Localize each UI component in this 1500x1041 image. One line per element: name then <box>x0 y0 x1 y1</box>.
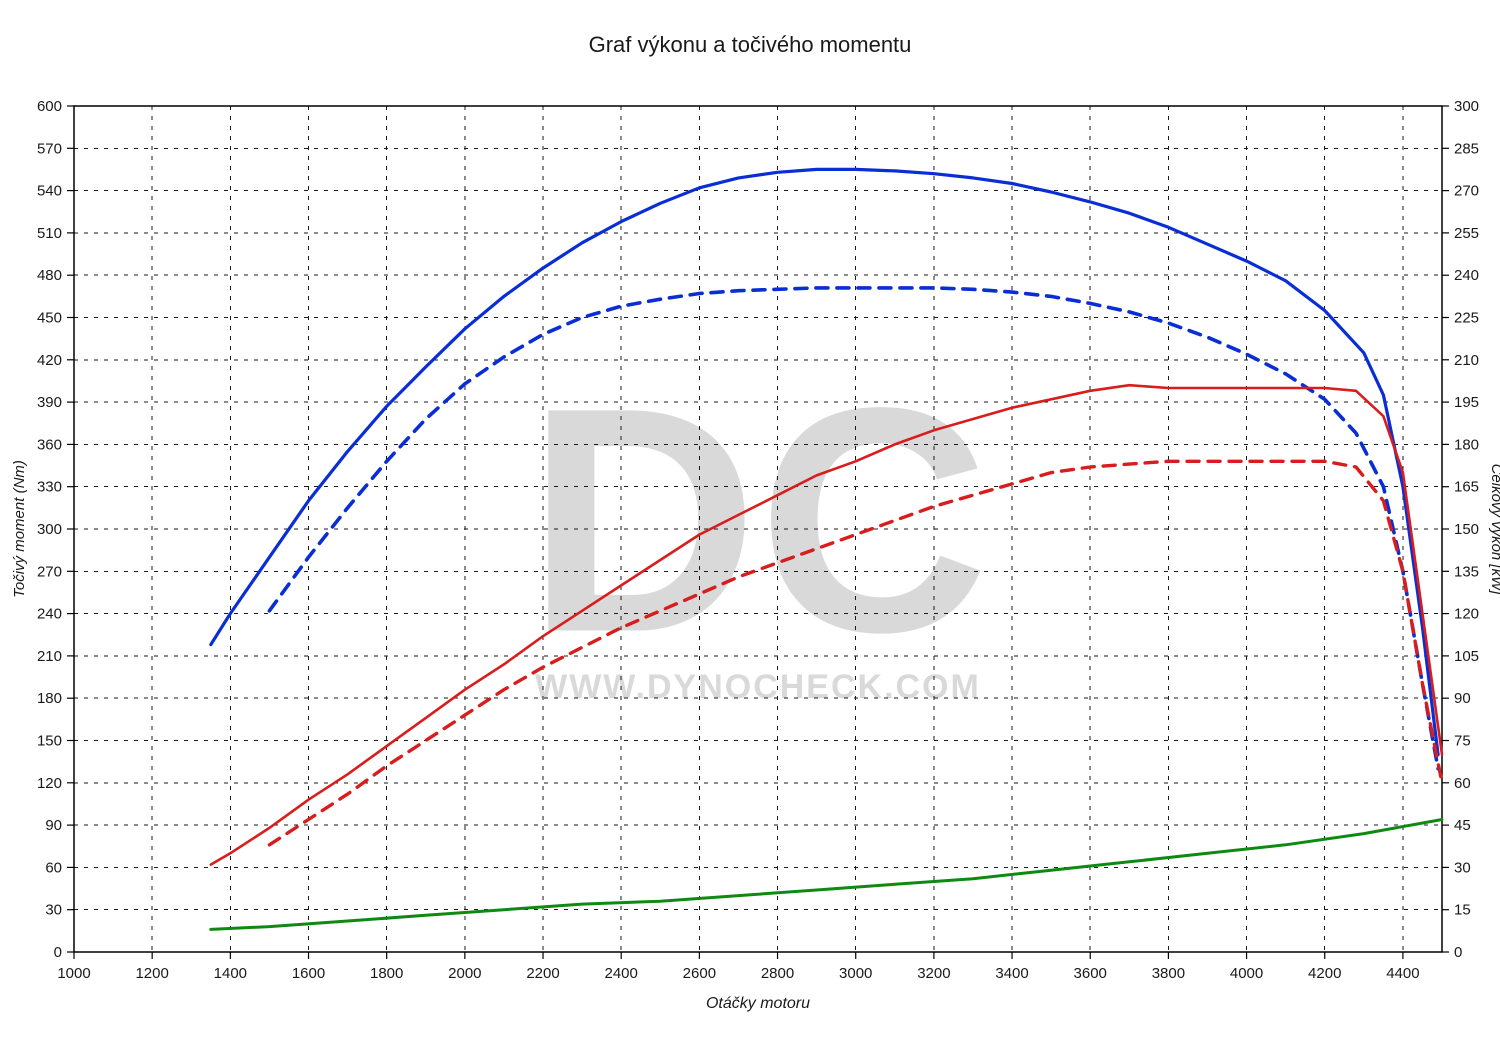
yl-tick-label: 0 <box>54 944 62 961</box>
dyno-chart: Graf výkonu a točivého momentu DCWWW.DYNO… <box>0 0 1500 1041</box>
x-tick-label: 3600 <box>1074 965 1107 982</box>
x-tick-label: 3000 <box>839 965 872 982</box>
yl-tick-label: 540 <box>37 183 62 200</box>
y-right-axis-label: Celkový výkon [kW] <box>1488 464 1500 596</box>
yr-tick-label: 150 <box>1454 521 1479 538</box>
yr-tick-label: 30 <box>1454 859 1471 876</box>
yl-tick-label: 420 <box>37 352 62 369</box>
yr-tick-label: 270 <box>1454 183 1479 200</box>
yr-tick-label: 0 <box>1454 944 1462 961</box>
yl-tick-label: 240 <box>37 606 62 623</box>
yr-tick-label: 135 <box>1454 563 1479 580</box>
svg-text:DC: DC <box>527 341 989 699</box>
yr-tick-label: 90 <box>1454 690 1471 707</box>
yl-tick-label: 360 <box>37 436 62 453</box>
yr-tick-label: 285 <box>1454 140 1479 157</box>
yr-tick-label: 255 <box>1454 225 1479 242</box>
x-tick-label: 3200 <box>917 965 950 982</box>
yl-tick-label: 330 <box>37 479 62 496</box>
yr-tick-label: 60 <box>1454 775 1471 792</box>
yr-tick-label: 45 <box>1454 817 1471 834</box>
yr-tick-label: 75 <box>1454 733 1471 750</box>
x-tick-label: 2000 <box>448 965 481 982</box>
yl-tick-label: 570 <box>37 140 62 157</box>
yr-tick-label: 300 <box>1454 98 1479 115</box>
yl-tick-label: 300 <box>37 521 62 538</box>
x-tick-label: 2600 <box>683 965 716 982</box>
yl-tick-label: 600 <box>37 98 62 115</box>
yl-tick-label: 390 <box>37 394 62 411</box>
x-axis-label: Otáčky motoru <box>706 995 810 1012</box>
x-tick-label: 2800 <box>761 965 794 982</box>
x-tick-label: 4200 <box>1308 965 1341 982</box>
yl-tick-label: 120 <box>37 775 62 792</box>
chart-title: Graf výkonu a točivého momentu <box>589 32 912 57</box>
yr-tick-label: 225 <box>1454 310 1479 327</box>
yr-tick-label: 210 <box>1454 352 1479 369</box>
yr-tick-label: 120 <box>1454 606 1479 623</box>
yl-tick-label: 450 <box>37 310 62 327</box>
yl-tick-label: 90 <box>45 817 62 834</box>
yl-tick-label: 60 <box>45 859 62 876</box>
x-tick-label: 4400 <box>1386 965 1419 982</box>
yr-tick-label: 105 <box>1454 648 1479 665</box>
yr-tick-label: 165 <box>1454 479 1479 496</box>
yl-tick-label: 150 <box>37 733 62 750</box>
yl-tick-label: 510 <box>37 225 62 242</box>
x-tick-label: 4000 <box>1230 965 1263 982</box>
chart-svg: Graf výkonu a točivého momentu DCWWW.DYNO… <box>0 0 1500 1041</box>
x-tick-label: 2400 <box>605 965 638 982</box>
yr-tick-label: 195 <box>1454 394 1479 411</box>
x-tick-label: 1200 <box>135 965 168 982</box>
x-tick-label: 1400 <box>214 965 247 982</box>
yl-tick-label: 480 <box>37 267 62 284</box>
yr-tick-label: 180 <box>1454 436 1479 453</box>
yl-tick-label: 180 <box>37 690 62 707</box>
yl-tick-label: 30 <box>45 902 62 919</box>
x-tick-label: 1000 <box>57 965 90 982</box>
x-tick-label: 3800 <box>1152 965 1185 982</box>
yr-tick-label: 15 <box>1454 902 1471 919</box>
watermark: DCWWW.DYNOCHECK.COM <box>527 341 989 707</box>
x-tick-label: 1800 <box>370 965 403 982</box>
yl-tick-label: 270 <box>37 563 62 580</box>
x-tick-label: 1600 <box>292 965 325 982</box>
y-left-axis-label: Točivý moment (Nm) <box>11 460 28 598</box>
svg-text:WWW.DYNOCHECK.COM: WWW.DYNOCHECK.COM <box>535 668 981 706</box>
yl-tick-label: 210 <box>37 648 62 665</box>
x-tick-label: 2200 <box>526 965 559 982</box>
yr-tick-label: 240 <box>1454 267 1479 284</box>
x-tick-label: 3400 <box>995 965 1028 982</box>
